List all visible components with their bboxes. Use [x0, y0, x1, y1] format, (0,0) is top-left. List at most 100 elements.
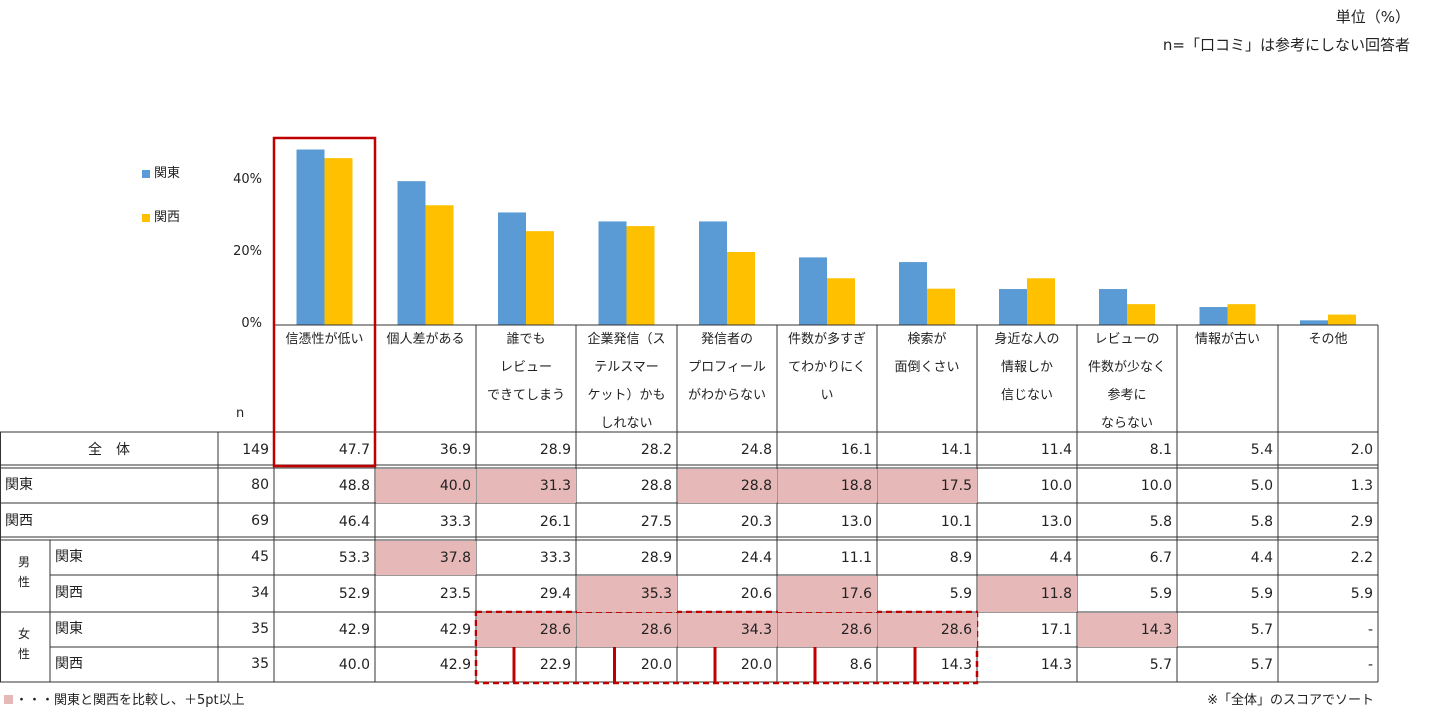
category-label-line: 面倒くさい [894, 360, 960, 375]
table-cell: 14.3 [1040, 657, 1072, 673]
table-cell: 23.5 [439, 586, 471, 602]
table-cell: 8.1 [1149, 442, 1172, 458]
bar-kansai [1127, 304, 1155, 325]
table-cell: 5.7 [1250, 622, 1273, 638]
bar-kanto [899, 262, 927, 325]
bar-kansai [425, 205, 454, 325]
category-label: 信憑性が低い [274, 326, 375, 354]
group-label-line: 性 [17, 575, 30, 589]
category-label-line: レビュー [499, 360, 552, 375]
table-cell: 20.0 [640, 657, 672, 673]
legend-item: 関東 [142, 162, 180, 181]
sample-note: n=「口コミ」は参考にしない回答者 [1162, 36, 1410, 54]
category-label-line: できてしまう [486, 388, 565, 403]
highlighted-cell: 31.3 [477, 469, 576, 503]
bar-kansai [324, 158, 353, 325]
n-value: 34 [251, 585, 269, 601]
category-label: 誰でも レビュー できてしまう [476, 326, 576, 410]
table-cell: 42.9 [338, 622, 370, 638]
table-cell: 22.9 [539, 657, 571, 673]
table-cell: 2.9 [1350, 514, 1373, 530]
category-label-line: 検索が [907, 332, 947, 347]
footer-legend: ・・・関東と関西を比較し、＋5pt以上 [4, 689, 245, 708]
category-label: 企業発信（ス テルスマー ケット）かも しれない [576, 326, 677, 438]
highlighted-cell: 34.3 [678, 613, 777, 647]
table-cell: 36.9 [439, 442, 471, 458]
table-cell: 5.9 [1149, 586, 1172, 602]
table-cell: 6.7 [1149, 550, 1172, 566]
highlighted-cell: 11.8 [978, 576, 1077, 612]
table-cell: 28.2 [640, 442, 672, 458]
category-label-line: い [820, 388, 834, 403]
bar-kansai [1027, 278, 1055, 325]
footer-legend-text: ・・・関東と関西を比較し、＋5pt以上 [15, 693, 245, 708]
legend-label: 関東 [154, 166, 181, 181]
category-label-line: 件数が少なく [1087, 360, 1166, 375]
table-cell: 52.9 [338, 586, 370, 602]
y-tick-label: 20% [233, 244, 262, 260]
table-cell: 26.1 [539, 514, 571, 530]
category-label-line: 件数が多すぎ [787, 332, 866, 347]
group-label: 女性 [2, 624, 46, 664]
highlighted-cell: 40.0 [376, 469, 476, 503]
category-label-line: 信憑性が低い [285, 332, 364, 347]
bar-kansai [526, 231, 554, 325]
table-cell: 5.0 [1250, 478, 1273, 494]
table-cell: 42.9 [439, 657, 471, 673]
table-cell: 5.8 [1149, 514, 1172, 530]
category-label-line: しれない [600, 416, 653, 431]
highlighted-cell: 28.8 [678, 469, 777, 503]
row-label: 全 体 [88, 442, 130, 458]
table-cell: 11.4 [1040, 442, 1072, 458]
category-label: レビューの 件数が少なく 参考に ならない [1077, 326, 1177, 438]
y-tick-label: 0% [241, 316, 262, 331]
highlighted-cell: 28.6 [778, 613, 877, 647]
bar-kanto [1300, 320, 1328, 325]
n-value: 149 [242, 442, 269, 458]
table-cell: 13.0 [1040, 514, 1072, 530]
highlight-swatch [4, 695, 13, 704]
category-label-line: レビューの [1094, 332, 1160, 347]
table-cell: 24.8 [740, 442, 772, 458]
category-label-line: その他 [1308, 332, 1348, 347]
bar-kanto [1099, 289, 1127, 325]
bar-kansai [626, 226, 655, 325]
category-label: 発信者の プロフィール がわからない [677, 326, 777, 410]
table-cell: 5.9 [949, 586, 972, 602]
legend-label: 関西 [154, 210, 181, 225]
table-cell: 42.9 [439, 622, 471, 638]
table-cell: 14.3 [940, 657, 972, 673]
table-cell: 8.9 [949, 550, 972, 566]
highlighted-cell: 18.8 [778, 469, 877, 503]
bar-kansai [1328, 314, 1356, 325]
table-cell: 33.3 [539, 550, 571, 566]
highlighted-cell: 17.5 [878, 469, 977, 503]
highlighted-cell: 28.6 [477, 613, 576, 647]
table-cell: 48.8 [338, 478, 370, 494]
y-tick-label: 40% [233, 172, 262, 188]
table-cell: 28.9 [539, 442, 571, 458]
n-value: 35 [251, 621, 269, 637]
highlighted-cell: 28.6 [577, 613, 677, 647]
table-cell: 28.9 [640, 550, 672, 566]
category-label-line: ケット）かも [587, 388, 666, 403]
bar-kanto [598, 221, 627, 325]
legend-swatch [142, 169, 150, 178]
table-cell: 14.1 [940, 442, 972, 458]
category-label-line: 個人差がある [386, 332, 465, 347]
table-cell: 10.1 [940, 514, 972, 530]
highlighted-cell: 14.3 [1078, 613, 1177, 647]
table-cell: 5.9 [1250, 586, 1273, 602]
table-cell: 10.0 [1140, 478, 1172, 494]
group-label-line: 女 [17, 627, 30, 641]
unit-label: 単位（%） [1335, 8, 1410, 26]
table-cell: - [1367, 622, 1373, 638]
bar-kanto [699, 221, 727, 325]
table-cell: 1.3 [1350, 478, 1373, 494]
row-label: 関西 [55, 656, 83, 672]
n-value: 35 [251, 656, 269, 672]
table-cell: 28.8 [640, 478, 672, 494]
category-label: 検索が 面倒くさい [877, 326, 977, 382]
table-cell: 46.4 [338, 514, 370, 530]
bar-kanto [498, 212, 526, 325]
